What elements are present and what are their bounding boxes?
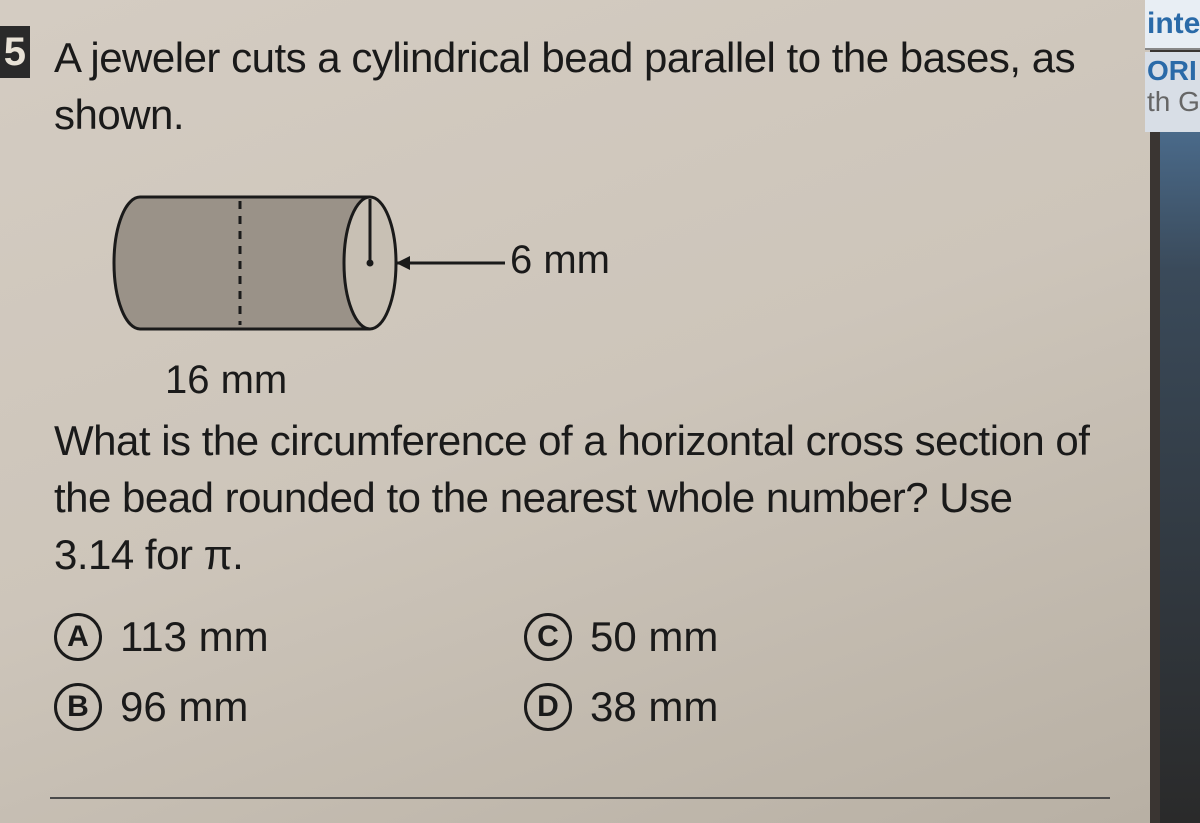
bottom-rule (50, 797, 1110, 799)
edge-tab-1: inte (1145, 0, 1200, 50)
choice-bubble-a: A (54, 613, 102, 661)
choice-b[interactable]: B 96 mm (54, 683, 524, 731)
choice-text-b: 96 mm (120, 683, 248, 731)
choice-a[interactable]: A 113 mm (54, 613, 524, 661)
length-label: 16 mm (165, 358, 287, 403)
choice-bubble-b: B (54, 683, 102, 731)
choice-bubble-c: C (524, 613, 572, 661)
choice-text-a: 113 mm (120, 613, 269, 661)
choice-d[interactable]: D 38 mm (524, 683, 994, 731)
question-number-badge: 5 (0, 26, 30, 78)
question-ask: What is the circumference of a horizonta… (54, 413, 1100, 583)
edge-tab-3 (1160, 132, 1200, 823)
page-edge-tabs: inte ORI th G (1140, 0, 1200, 823)
choice-text-d: 38 mm (590, 683, 718, 731)
choice-bubble-d: D (524, 683, 572, 731)
answer-choices: A 113 mm C 50 mm B 96 mm D 38 mm (54, 613, 1100, 731)
choice-c[interactable]: C 50 mm (524, 613, 994, 661)
worksheet-page: 5 A jeweler cuts a cylindrical bead para… (0, 0, 1150, 823)
edge-tab-2: ORI th G (1145, 52, 1200, 132)
cylinder-figure: 6 mm 16 mm (80, 173, 1100, 393)
radius-label: 6 mm (510, 238, 610, 283)
question-stem: A jeweler cuts a cylindrical bead parall… (54, 30, 1100, 143)
edge-tab-2a: ORI (1147, 55, 1197, 86)
edge-tab-2b: th G (1147, 86, 1200, 117)
choice-text-c: 50 mm (590, 613, 718, 661)
cylinder-svg (110, 183, 510, 363)
